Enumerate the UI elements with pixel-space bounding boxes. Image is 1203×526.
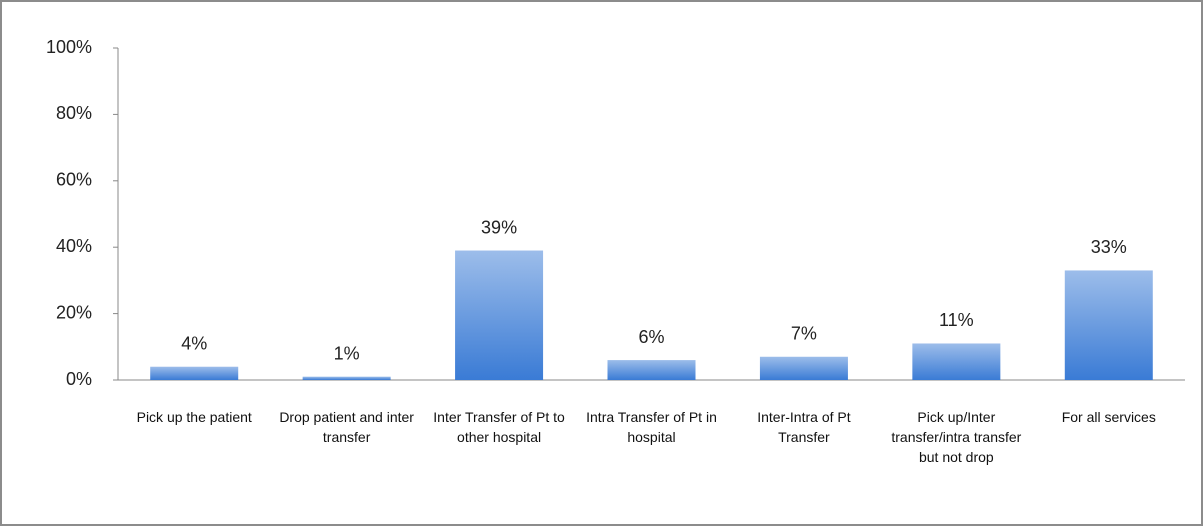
- data-label: 6%: [638, 327, 664, 347]
- x-tick-label: Drop patient and inter transfer: [279, 409, 414, 445]
- data-label: 1%: [334, 343, 360, 363]
- y-tick-label: 100%: [46, 37, 92, 57]
- data-label: 39%: [481, 217, 517, 237]
- y-tick-label: 40%: [56, 236, 92, 256]
- y-tick-label: 60%: [56, 170, 92, 190]
- y-tick-label: 80%: [56, 103, 92, 123]
- data-label: 7%: [791, 324, 817, 344]
- bar: [302, 376, 391, 380]
- bar: [150, 366, 239, 380]
- bar: [455, 250, 544, 380]
- bar: [607, 360, 696, 380]
- bar: [1064, 270, 1153, 380]
- x-tick-label: Pick up the patient: [136, 409, 252, 425]
- bar: [912, 343, 1001, 380]
- y-tick-label: 20%: [56, 302, 92, 322]
- y-tick-label: 0%: [66, 369, 92, 389]
- x-tick-label: Intra Transfer of Pt in hospital: [586, 409, 717, 445]
- x-tick-label: Pick up/Inter transfer/intra transfer bu…: [891, 409, 1022, 465]
- bar: [759, 356, 848, 380]
- x-tick-label: Inter-Intra of Pt Transfer: [757, 409, 851, 445]
- data-label: 11%: [939, 310, 974, 330]
- x-tick-label: For all services: [1061, 409, 1156, 425]
- data-label: 33%: [1091, 237, 1127, 257]
- x-tick-label: Inter Transfer of Pt to other hospital: [433, 409, 565, 445]
- data-label: 4%: [181, 333, 207, 353]
